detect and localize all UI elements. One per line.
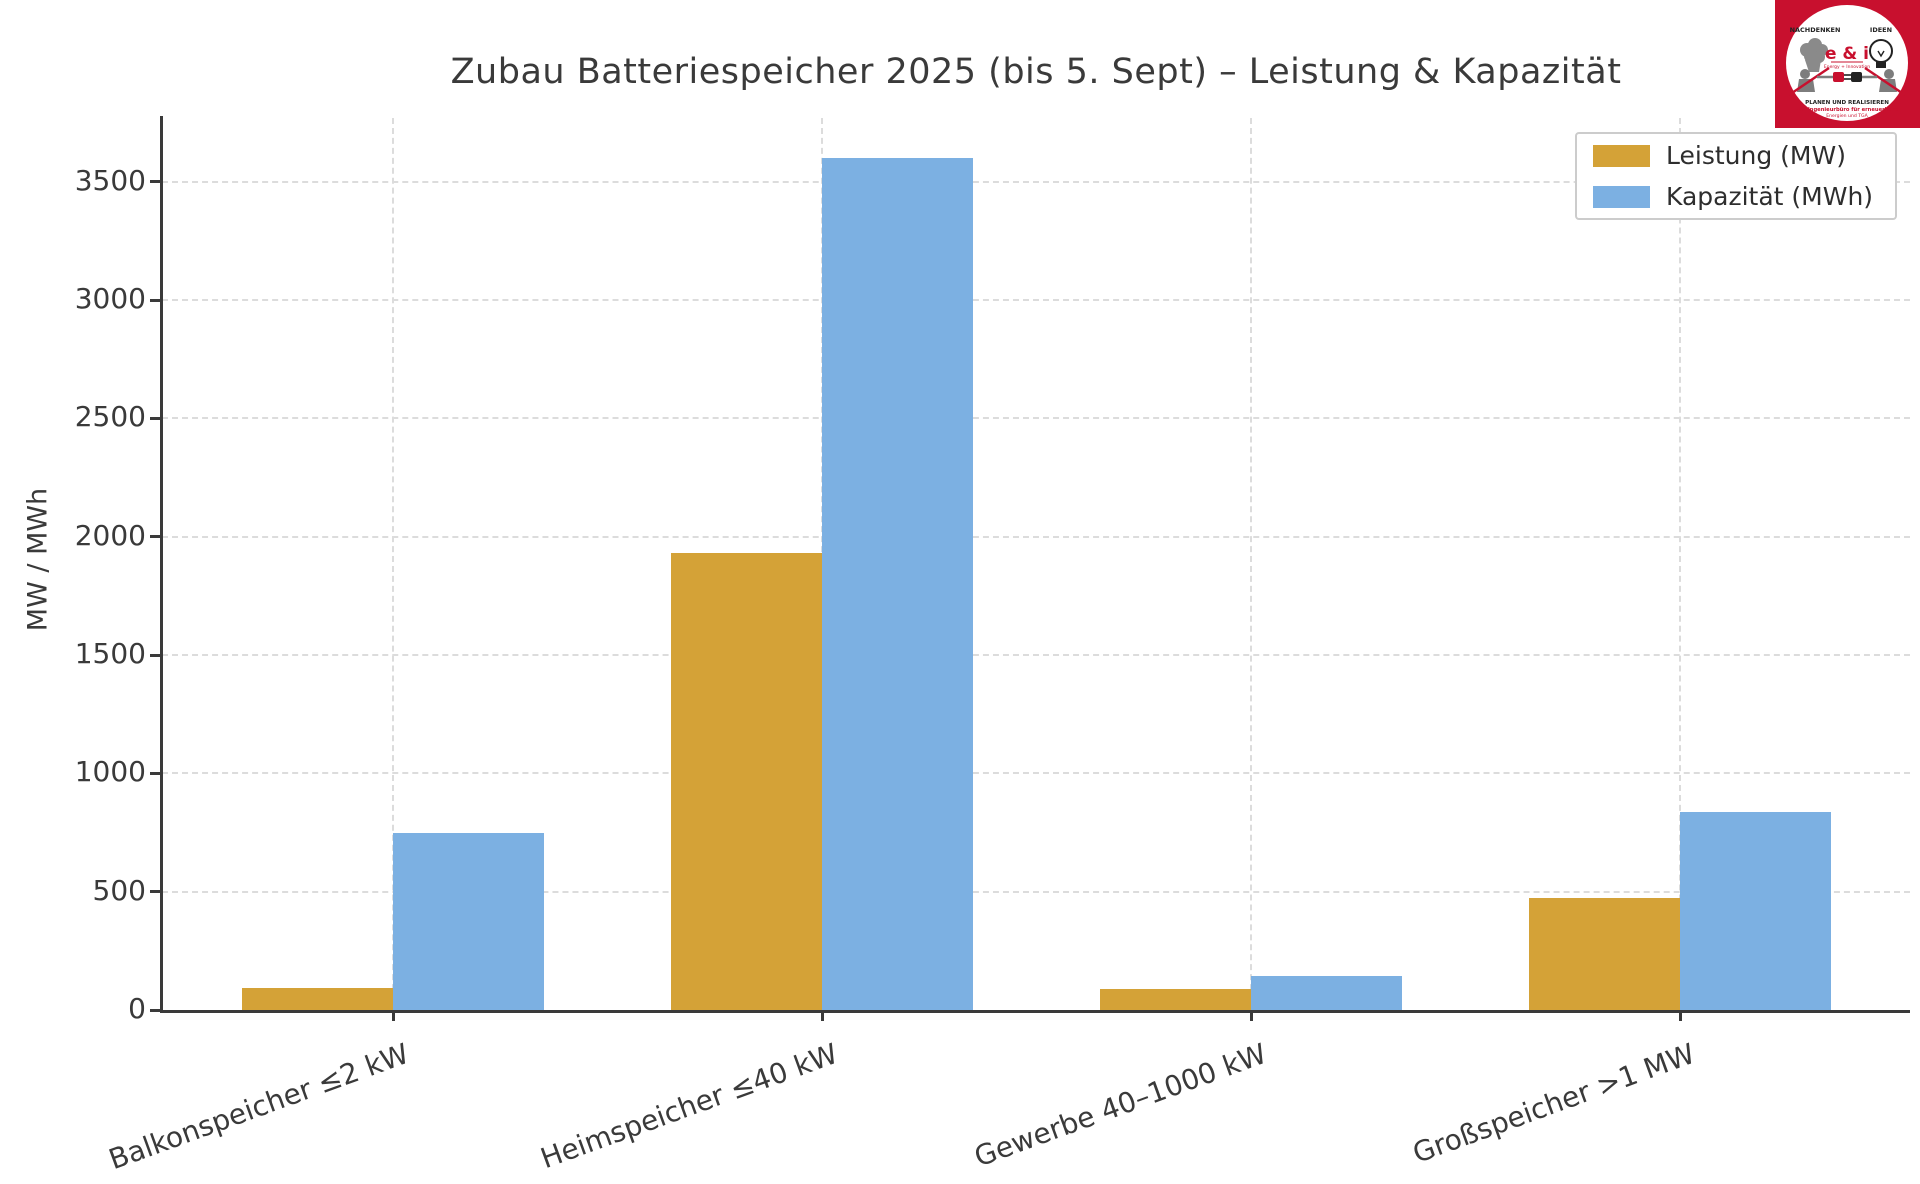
logo-white-circle	[1786, 5, 1908, 121]
y-tick-label-0: 0	[128, 992, 146, 1025]
figures-with-plug-illustration	[1788, 66, 1906, 97]
y-tick-mark-3000	[150, 298, 162, 302]
bar-kapazitaet-3	[1680, 812, 1831, 1010]
legend: Leistung (MW) Kapazität (MWh)	[1575, 132, 1897, 220]
x-gridline-0	[392, 118, 394, 1010]
y-gridline-500	[162, 890, 1910, 893]
y-gridline-3000	[162, 299, 1910, 302]
y-gridline-1500	[162, 654, 1910, 657]
logo-text-ideen: IDEEN	[1870, 26, 1892, 34]
bar-kapazitaet-0	[393, 832, 544, 1010]
leistung-color-swatch	[1593, 144, 1650, 167]
legend-item-kapazitaet: Kapazität (MWh)	[1593, 182, 1879, 211]
bar-kapazitaet-1	[822, 158, 973, 1010]
y-tick-mark-3500	[150, 180, 162, 184]
y-tick-mark-500	[150, 890, 162, 894]
bar-leistung-2	[1100, 988, 1251, 1010]
x-tick-label-0: Balkonspeicher ≤2 kW	[103, 1036, 413, 1177]
x-tick-mark-0	[391, 1012, 395, 1021]
logo-text-nachdenken: NACHDENKEN	[1790, 26, 1841, 34]
y-tick-mark-2500	[150, 416, 162, 420]
y-axis-spine	[160, 116, 163, 1013]
bar-kapazitaet-2	[1251, 975, 1402, 1010]
y-tick-label-500: 500	[92, 873, 146, 907]
logo-line3: Energien und TGA	[1826, 113, 1868, 119]
x-gridline-3	[1679, 118, 1681, 1010]
y-gridline-2000	[162, 535, 1910, 538]
x-gridline-2	[1250, 118, 1252, 1010]
bar-leistung-0	[242, 987, 393, 1010]
logo-brand-subtext: Energy + Innovation	[1824, 64, 1870, 70]
y-tick-label-2500: 2500	[74, 400, 146, 434]
y-tick-label-1000: 1000	[74, 755, 146, 789]
bar-leistung-3	[1529, 897, 1680, 1010]
y-gridline-1000	[162, 772, 1910, 775]
x-tick-label-2: Gewerbe 40–1000 kW	[969, 1036, 1271, 1174]
chart-title: Zubau Batteriespeicher 2025 (bis 5. Sept…	[450, 52, 1622, 92]
y-tick-label-3000: 3000	[74, 282, 146, 316]
x-tick-mark-3	[1678, 1012, 1682, 1021]
lightbulb-icon	[1869, 39, 1893, 68]
y-tick-label-2000: 2000	[74, 518, 146, 552]
y-axis-label: MW / MWh	[22, 487, 54, 632]
x-tick-label-1: Heimspeicher ≤40 kW	[535, 1036, 842, 1176]
y-gridline-3500	[162, 180, 1910, 183]
y-tick-label-3500: 3500	[74, 163, 146, 197]
kapazitaet-color-swatch	[1593, 185, 1650, 208]
logo-line2: E&I Ingenieurbüro für erneuerbare	[1796, 107, 1898, 113]
y-tick-mark-0	[150, 1008, 162, 1012]
bar-leistung-1	[671, 553, 822, 1010]
y-gridline-2500	[162, 417, 1910, 420]
y-tick-mark-1500	[150, 653, 162, 657]
x-tick-mark-2	[1249, 1012, 1253, 1021]
logo-line1: PLANEN UND REALISIEREN	[1805, 100, 1889, 106]
company-logo: NACHDENKEN IDEEN e & i Energy + Innovati…	[1775, 0, 1920, 128]
legend-label-leistung: Leistung (MW)	[1666, 141, 1846, 170]
legend-item-leistung: Leistung (MW)	[1593, 141, 1879, 170]
brain-icon	[1800, 38, 1828, 72]
company-logo-graphic: NACHDENKEN IDEEN e & i Energy + Innovati…	[1775, 0, 1920, 128]
x-tick-label-3: Großspeicher >1 MW	[1408, 1036, 1700, 1170]
logo-brand-text: e & i	[1825, 44, 1869, 64]
legend-label-kapazitaet: Kapazität (MWh)	[1666, 182, 1874, 211]
y-tick-mark-1000	[150, 771, 162, 775]
y-tick-label-1500: 1500	[74, 637, 146, 671]
x-tick-mark-1	[820, 1012, 824, 1021]
y-tick-mark-2000	[150, 535, 162, 539]
x-axis-spine	[160, 1010, 1910, 1013]
